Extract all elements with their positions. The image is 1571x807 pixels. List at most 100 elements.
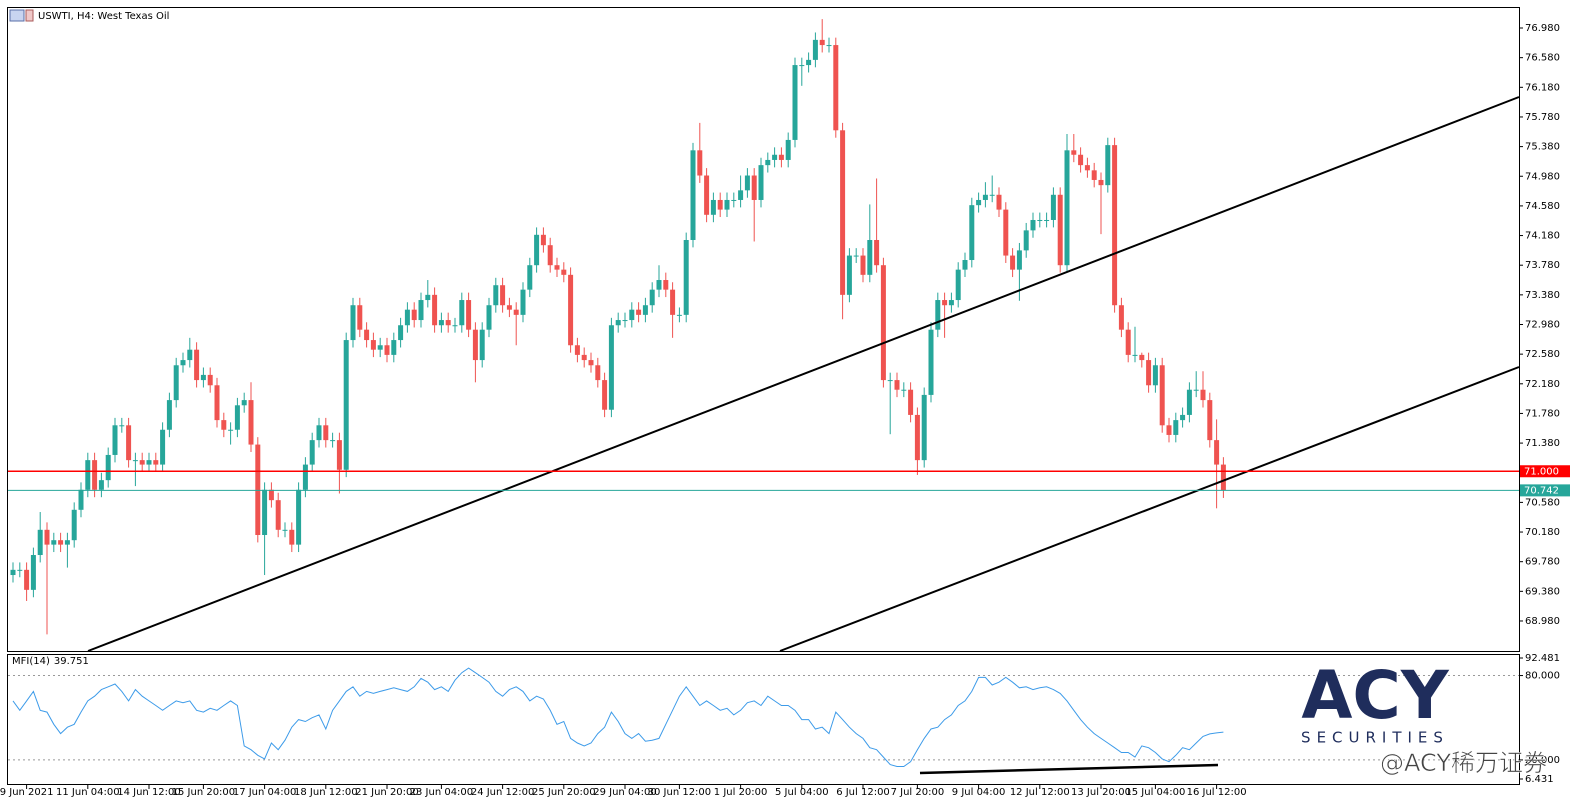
y-tick-label: 72.580: [1525, 349, 1560, 360]
candle-body: [51, 540, 57, 545]
candle-body: [92, 460, 98, 490]
candle-body: [1193, 389, 1199, 391]
price-label-box: [1520, 484, 1570, 497]
candle-body: [697, 150, 703, 176]
candle-body: [1152, 365, 1158, 386]
candle-body: [908, 389, 914, 415]
mfi-y-tick-label: 20.000: [1525, 755, 1560, 766]
candle-body: [588, 360, 594, 366]
y-tick-label: 76.180: [1525, 82, 1560, 93]
candle-body: [989, 194, 995, 196]
candle-body: [384, 345, 390, 355]
candle-body: [935, 300, 941, 330]
x-tick-label: 5 Jul 04:00: [775, 787, 829, 798]
mfi-label: MFI(14) 39.751: [12, 656, 89, 667]
candle-body: [1010, 255, 1016, 270]
candle-body: [826, 45, 832, 47]
candle-body: [1200, 389, 1206, 401]
candle-body: [1105, 145, 1111, 186]
candle-body: [262, 489, 268, 536]
candle-body: [64, 540, 70, 545]
x-tick-label: 16 Jul 12:00: [1187, 787, 1247, 798]
chart-icon: [25, 9, 34, 22]
candle-body: [1098, 179, 1104, 186]
candle-body: [153, 460, 159, 465]
candle-body: [602, 380, 608, 410]
candle-body: [37, 529, 43, 556]
x-tick-label: 25 Jun 20:00: [532, 787, 596, 798]
candle-body: [874, 239, 880, 266]
candle-body: [160, 429, 166, 465]
y-tick-label: 74.980: [1525, 171, 1560, 182]
candle-body: [710, 199, 716, 215]
y-tick-label: 74.180: [1525, 231, 1560, 242]
x-tick-label: 15 Jul 04:00: [1125, 787, 1185, 798]
chart-icon: [9, 9, 25, 22]
candle-body: [942, 300, 948, 306]
candle-body: [452, 325, 458, 327]
candle-body: [914, 414, 920, 461]
candle-body: [1139, 354, 1145, 361]
candle-body: [581, 354, 587, 361]
candle-body: [200, 374, 206, 381]
candle-body: [744, 175, 750, 191]
candle-body: [1037, 219, 1043, 221]
watermark-text: @ACY稀万证券: [1380, 749, 1547, 777]
candle-body: [105, 454, 111, 481]
candle-body: [1159, 365, 1165, 426]
x-tick-label: 9 Jun 2021: [0, 787, 53, 798]
candle-body: [1166, 425, 1172, 435]
x-tick-label: 1 Jul 20:00: [714, 787, 768, 798]
candle-body: [840, 130, 846, 295]
candle-body: [1214, 440, 1220, 465]
candle-body: [126, 425, 132, 461]
y-tick-label: 70.180: [1525, 527, 1560, 538]
candle-body: [180, 360, 186, 366]
mfi-panel: [7, 654, 1520, 785]
x-tick-label: 18 Jun 12:00: [294, 787, 358, 798]
x-tick-label: 14 Jun 12:00: [117, 787, 181, 798]
candle-body: [24, 569, 30, 590]
candle-body: [1220, 464, 1226, 491]
candle-body: [1003, 209, 1009, 256]
mfi-y-tick-label: 92.481: [1525, 653, 1560, 664]
candle-body: [887, 380, 893, 382]
candle-body: [391, 340, 397, 355]
candle-body: [1091, 170, 1097, 180]
mfi-y-tick-label: 80.000: [1525, 671, 1560, 682]
candle-body: [398, 325, 404, 341]
candle-body: [132, 460, 138, 462]
y-tick-label: 75.380: [1525, 142, 1560, 153]
x-tick-label: 17 Jun 04:00: [233, 787, 297, 798]
candle-body: [432, 294, 438, 326]
candle-body: [928, 329, 934, 395]
mfi-name: MFI(14): [12, 656, 50, 667]
y-tick-label: 73.380: [1525, 290, 1560, 301]
candle-body: [296, 489, 302, 545]
candle-body: [493, 285, 499, 306]
candle-body: [350, 305, 356, 341]
candle-body: [1186, 389, 1192, 415]
candle-body: [466, 300, 472, 330]
x-tick-label: 6 Jul 12:00: [836, 787, 890, 798]
candle-body: [1016, 250, 1022, 270]
candle-body: [758, 165, 764, 200]
candle-body: [704, 175, 710, 215]
candle-body: [486, 305, 492, 330]
candle-body: [146, 460, 152, 465]
x-tick-label: 12 Jul 12:00: [1010, 787, 1070, 798]
y-tick-label: 69.780: [1525, 557, 1560, 568]
logo-sub: SECURITIES: [1301, 729, 1449, 747]
candle-body: [1071, 150, 1077, 155]
candle-body: [187, 349, 193, 361]
candle-body: [921, 394, 927, 461]
candle-body: [819, 39, 825, 46]
candle-body: [418, 300, 424, 321]
candle-body: [622, 320, 628, 322]
y-tick-label: 72.980: [1525, 319, 1560, 330]
candle-body: [10, 569, 16, 576]
candle-body: [642, 305, 648, 315]
logo: ACY: [1301, 657, 1450, 734]
y-tick-label: 75.780: [1525, 112, 1560, 123]
y-tick-label: 71.780: [1525, 408, 1560, 419]
